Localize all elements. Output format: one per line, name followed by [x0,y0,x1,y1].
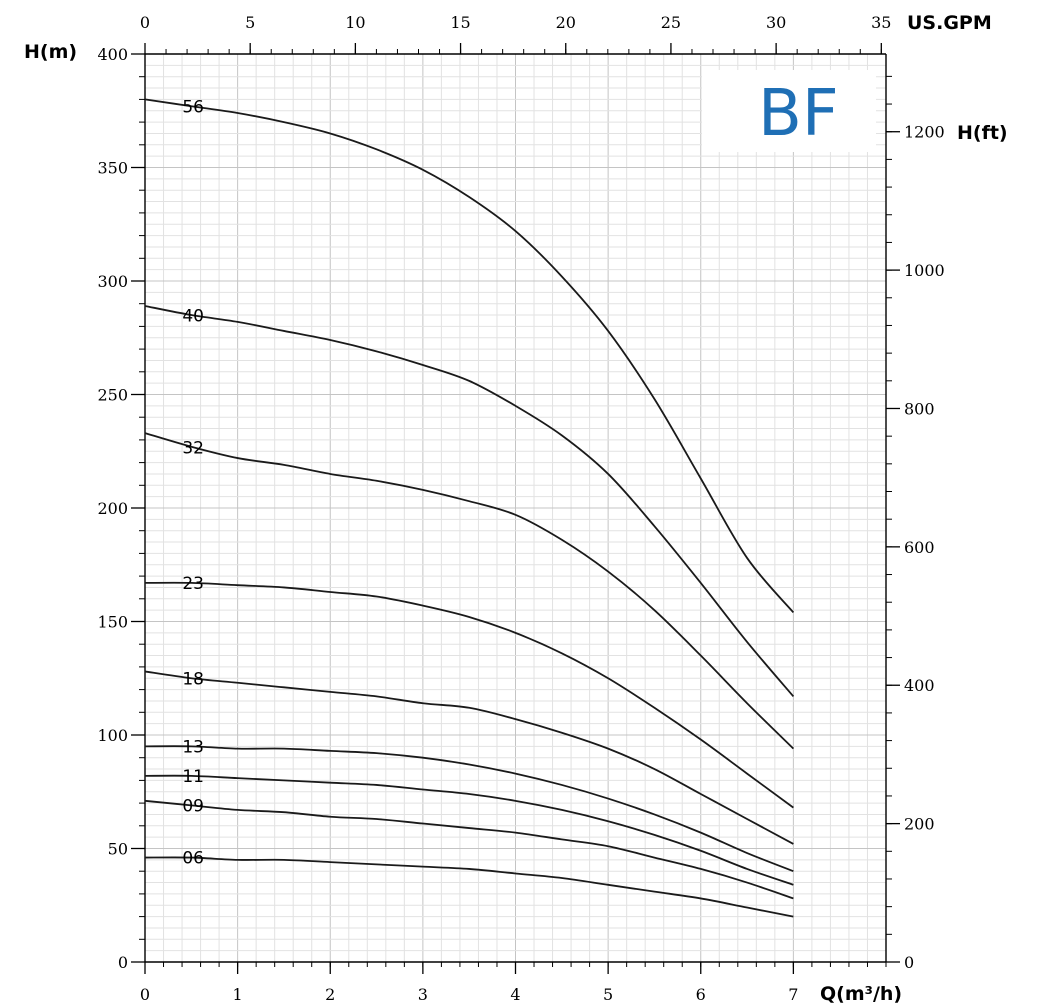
x2-tick-label: 15 [450,13,470,32]
x2-axis-title: US.GPM [907,12,992,34]
y-tick-label: 150 [97,613,128,632]
series-label-23: 23 [182,574,204,594]
series-label-13: 13 [182,737,204,757]
y-tick-label: 350 [97,159,128,178]
series-line-18 [144,670,794,845]
y2-tick-label: 400 [904,676,935,695]
y2-tick-label: 200 [904,815,935,834]
y-tick-label: 250 [97,386,128,405]
y-tick-label: 0 [118,953,128,972]
y-tick-label: 300 [97,272,128,291]
y2-tick-label: 1200 [904,123,945,142]
series-label-40: 40 [182,306,204,326]
y-tick-label: 200 [97,499,128,518]
series-line-23 [144,581,794,809]
y2-axis-title: H(ft) [957,122,1008,144]
brand-box: BF [702,70,876,152]
x-tick-label: 7 [788,985,798,1004]
series-label-32: 32 [182,438,204,458]
series-line-40 [144,305,795,697]
x2-tick-label: 30 [766,13,786,32]
chart-grid [144,53,887,963]
x2-tick-label: 10 [345,13,365,32]
series-label-56: 56 [182,97,204,117]
x-axis-title: Q(m³/h) [820,983,902,1005]
y-tick-label: 100 [97,726,128,745]
series-line-13 [144,745,794,873]
brand-label: BF [758,77,839,151]
x-tick-label: 1 [233,985,243,1004]
series-label-09: 09 [182,797,204,817]
x-tick-label: 5 [603,985,613,1004]
y2-tick-label: 1000 [904,261,945,280]
y2-tick-label: 600 [904,538,935,557]
series-line-56 [144,98,795,614]
x2-tick-label: 5 [245,13,255,32]
brand-background [702,70,876,152]
y2-tick-label: 0 [904,953,914,972]
y-tick-label: 400 [97,45,128,64]
series-label-06: 06 [182,849,204,869]
x2-tick-label: 20 [556,13,576,32]
x-tick-label: 4 [510,985,520,1004]
series-label-18: 18 [182,670,204,690]
x2-tick-label: 25 [661,13,681,32]
x2-tick-label: 0 [140,13,150,32]
y-axis-title: H(m) [24,41,77,63]
chart-series: 56 40 32 23 18 13 11 09 06 [144,97,795,918]
x-tick-label: 0 [140,985,150,1004]
series-line-09 [144,799,794,900]
x-tick-label: 6 [696,985,706,1004]
x2-tick-label: 35 [871,13,891,32]
x-tick-label: 2 [325,985,335,1004]
series-line-11 [144,774,794,886]
series-line-06 [144,856,794,918]
y-tick-label: 50 [108,840,128,859]
y2-tick-label: 800 [904,399,935,418]
series-line-32 [144,432,795,750]
series-label-11: 11 [182,767,204,787]
x-tick-label: 3 [418,985,428,1004]
